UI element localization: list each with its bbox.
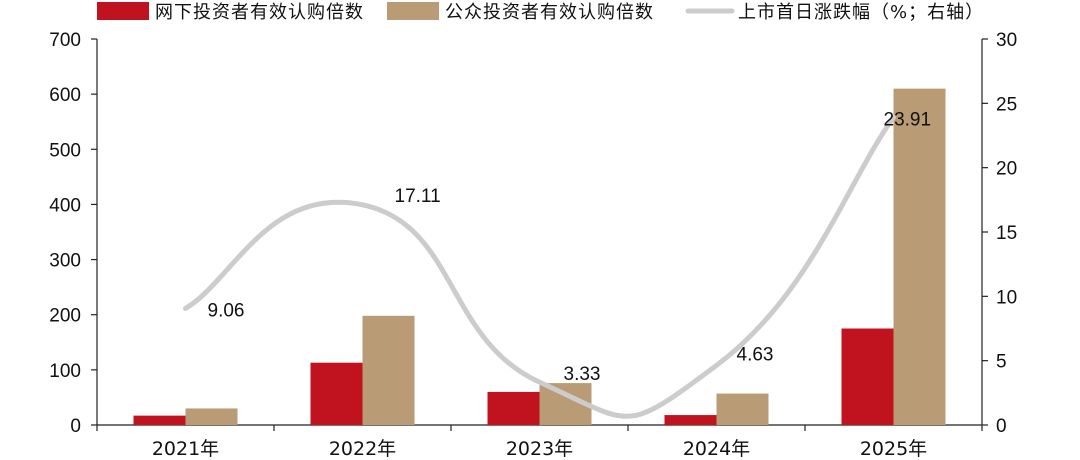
- axes: 0 100 200 300 400 500 600 700 0 5 10 15 20 25 30 2021年 2…: [49, 30, 1017, 460]
- line-first-day-change: [183, 114, 896, 419]
- bar-offline-investor: [664, 415, 717, 425]
- bar-public-investor: [893, 88, 946, 425]
- x-tick-label: 2025年: [860, 438, 927, 460]
- bar-public-investor: [362, 315, 415, 425]
- left-tick-label: 300: [49, 251, 81, 272]
- right-tick-label: 5: [996, 352, 1007, 373]
- left-tick-label: 600: [49, 85, 81, 106]
- line-series: [183, 114, 896, 419]
- right-tick-label: 25: [996, 94, 1017, 115]
- bar-offline-investor: [133, 415, 186, 425]
- left-tick-label: 100: [49, 361, 81, 382]
- line-data-label: 9.06: [208, 300, 245, 321]
- left-tick-label: 400: [49, 195, 81, 216]
- line-data-label: 17.11: [395, 186, 441, 207]
- right-tick-label: 30: [996, 30, 1017, 51]
- right-tick-label: 0: [996, 416, 1007, 437]
- left-tick-label: 500: [49, 140, 81, 161]
- x-tick-label: 2024年: [683, 438, 750, 460]
- bar-offline-investor: [310, 362, 363, 425]
- legend-label: 网下投资者有效认购倍数: [155, 2, 364, 23]
- left-tick-label: 0: [70, 416, 81, 437]
- line-data-label: 4.63: [737, 344, 774, 365]
- left-tick-label: 700: [49, 30, 81, 51]
- legend-swatch-offline: [97, 2, 149, 20]
- line-data-label: 3.33: [564, 364, 601, 385]
- data-labels: 9.06 17.11 3.33 4.63 23.91: [208, 109, 932, 385]
- right-tick-label: 10: [996, 287, 1017, 308]
- legend-label: 上市首日涨跌幅（%；右轴）: [738, 2, 984, 23]
- x-tick-label: 2023年: [506, 438, 573, 460]
- bars: [133, 88, 946, 425]
- line-data-label: 23.91: [884, 109, 932, 130]
- legend: 网下投资者有效认购倍数 公众投资者有效认购倍数 上市首日涨跌幅（%；右轴）: [97, 2, 984, 23]
- bar-offline-investor: [487, 391, 540, 425]
- x-tick-label: 2021年: [152, 438, 219, 460]
- left-tick-label: 200: [49, 306, 81, 327]
- x-tick-label: 2022年: [329, 438, 396, 460]
- bar-public-investor: [185, 408, 238, 425]
- legend-label: 公众投资者有效认购倍数: [445, 2, 654, 23]
- bar-offline-investor: [841, 328, 894, 425]
- legend-swatch-public: [387, 2, 439, 20]
- right-tick-label: 20: [996, 159, 1017, 180]
- right-tick-label: 15: [996, 223, 1017, 244]
- bar-public-investor: [716, 393, 769, 425]
